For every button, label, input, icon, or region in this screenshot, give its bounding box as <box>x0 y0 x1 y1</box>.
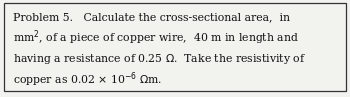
Text: Problem 5.   Calculate the cross-sectional area,  in: Problem 5. Calculate the cross-sectional… <box>13 12 290 22</box>
Text: having a resistance of 0.25 $\Omega$.  Take the resistivity of: having a resistance of 0.25 $\Omega$. Ta… <box>13 52 307 66</box>
Text: mm$^2$, of a piece of copper wire,  40 m in length and: mm$^2$, of a piece of copper wire, 40 m … <box>13 29 299 47</box>
Text: copper as 0.02 $\times$ 10$^{-6}$ $\Omega$m.: copper as 0.02 $\times$ 10$^{-6}$ $\Omeg… <box>13 70 163 89</box>
FancyBboxPatch shape <box>4 3 346 91</box>
